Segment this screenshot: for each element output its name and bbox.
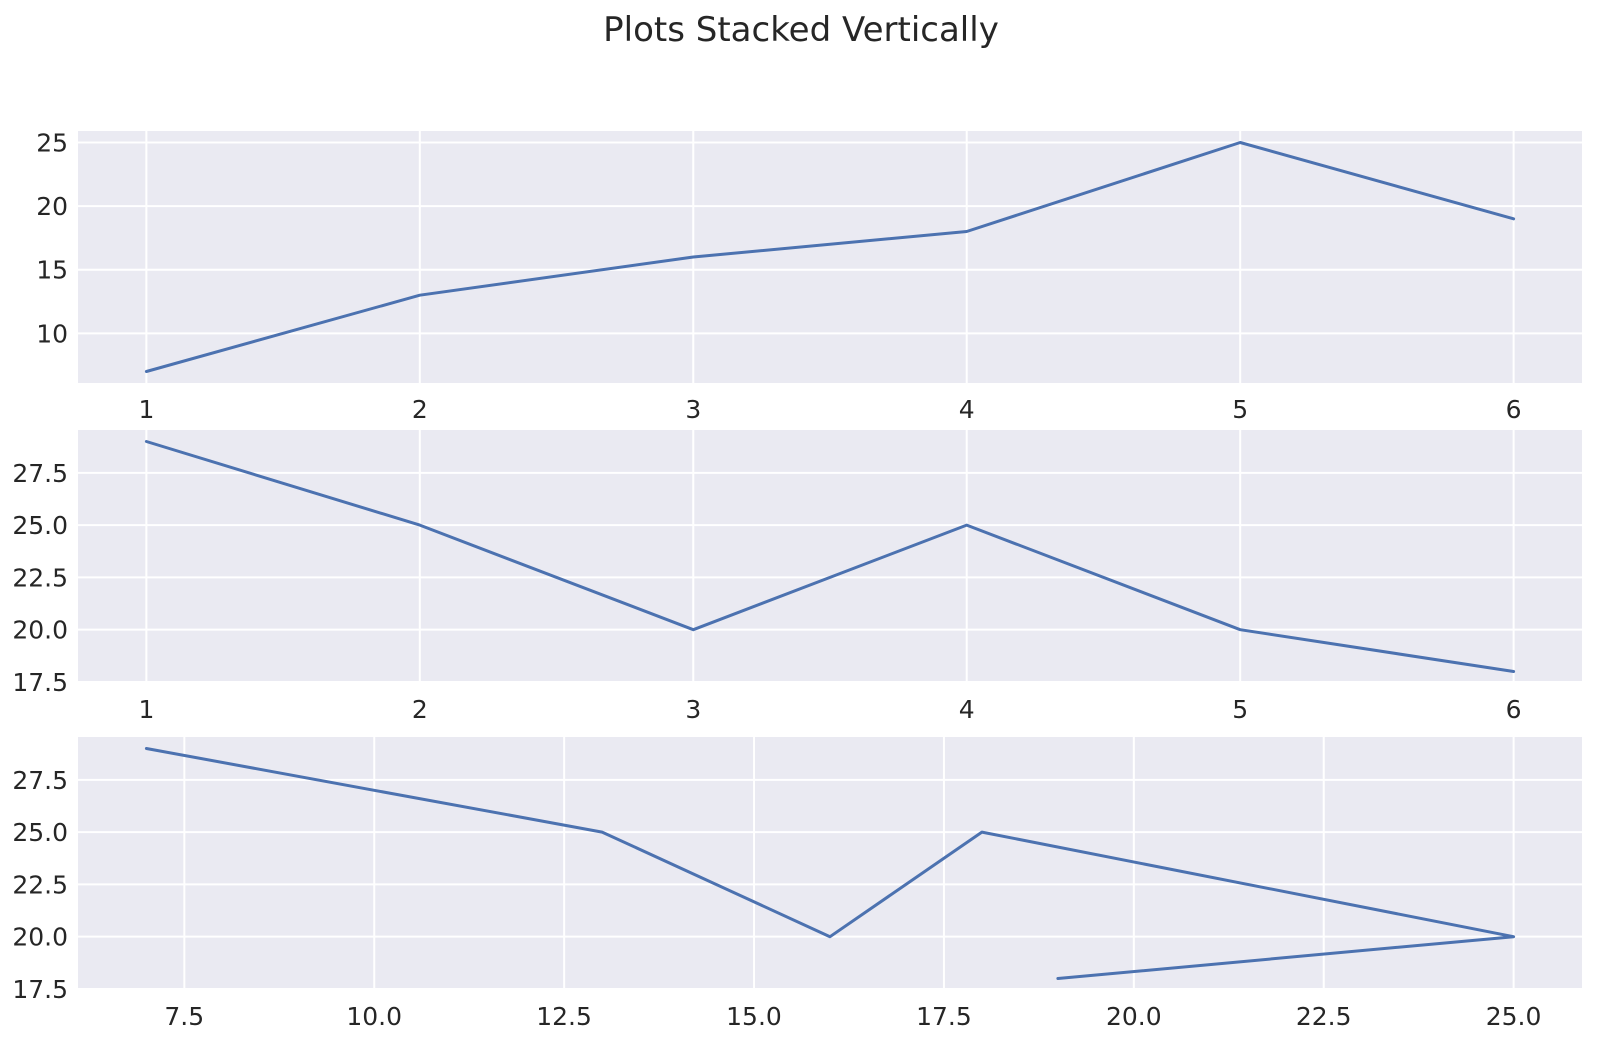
- x-tick-label: 22.5: [1296, 1002, 1352, 1031]
- y-tick-label: 25: [36, 129, 68, 158]
- x-tick-label: 3: [685, 395, 701, 424]
- x-tick-label: 4: [959, 695, 975, 724]
- y-tick-label: 27.5: [12, 459, 68, 488]
- y-tick-label: 20.0: [12, 616, 68, 645]
- subplot-2: 1 2 3 4 5 6 17.5 20.0 22.5 25.0 27.5: [12, 430, 1582, 724]
- x-tick-label: 5: [1232, 695, 1248, 724]
- data-line: [144, 440, 1516, 673]
- y-tick-label: 25.0: [12, 818, 68, 847]
- y-tick-label: 25.0: [12, 511, 68, 540]
- figure-title: Plots Stacked Vertically: [603, 10, 999, 50]
- x-tick-label: 1: [138, 395, 154, 424]
- x-tick-label: 15.0: [726, 1002, 782, 1031]
- subplot-3: 7.5 10.0 12.5 15.0 17.5 20.0 22.5 25.0 17.5 20.0 2…: [12, 737, 1582, 1031]
- x-tick-label: 20.0: [1106, 1002, 1162, 1031]
- y-tick-label: 27.5: [12, 766, 68, 795]
- x-tick-label: 6: [1506, 695, 1522, 724]
- x-tick-label: 2: [412, 395, 428, 424]
- x-tick-label: 10.0: [346, 1002, 402, 1031]
- subplot-1: 1 2 3 4 5 6 10 15 20 25: [36, 129, 1582, 424]
- y-tick-label: 20.0: [12, 923, 68, 952]
- x-tick-label: 25.0: [1486, 1002, 1542, 1031]
- plot-background: [78, 131, 1582, 383]
- x-tick-label: 6: [1506, 395, 1522, 424]
- x-tick-label: 5: [1232, 395, 1248, 424]
- plot-background: [78, 430, 1582, 683]
- x-tick-label: 12.5: [536, 1002, 592, 1031]
- x-tick-label: 1: [138, 695, 154, 724]
- y-tick-label: 20: [36, 192, 68, 221]
- x-tick-label: 17.5: [916, 1002, 972, 1031]
- x-tick-label: 4: [959, 395, 975, 424]
- y-tick-label: 17.5: [12, 975, 68, 1004]
- y-tick-label: 22.5: [12, 870, 68, 899]
- data-line: [144, 747, 1516, 980]
- y-tick-label: 17.5: [12, 668, 68, 697]
- x-tick-label: 7.5: [164, 1002, 204, 1031]
- y-tick-label: 15: [36, 256, 68, 285]
- y-tick-label: 10: [36, 319, 68, 348]
- x-tick-label: 3: [685, 695, 701, 724]
- x-tick-label: 2: [412, 695, 428, 724]
- data-line: [144, 141, 1516, 373]
- y-tick-label: 22.5: [12, 563, 68, 592]
